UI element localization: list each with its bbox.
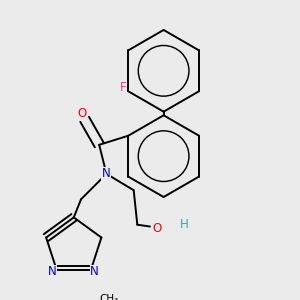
- Text: CH₃: CH₃: [99, 294, 119, 300]
- Text: N: N: [48, 265, 56, 278]
- Text: O: O: [153, 222, 162, 235]
- Text: N: N: [102, 167, 111, 180]
- Text: F: F: [119, 81, 126, 94]
- Text: H: H: [180, 218, 189, 231]
- Text: N: N: [90, 265, 99, 278]
- Text: O: O: [77, 107, 87, 120]
